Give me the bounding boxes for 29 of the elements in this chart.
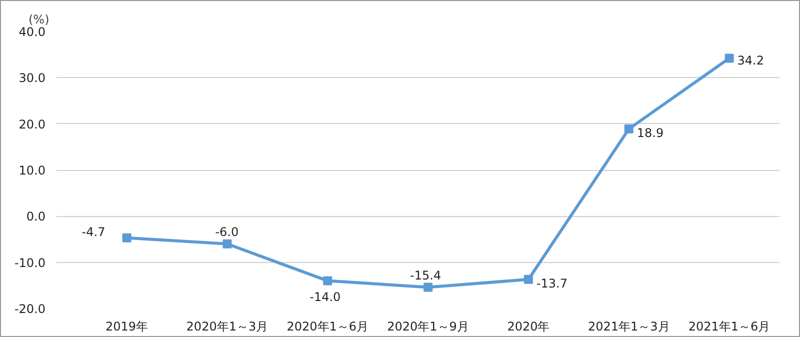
point bbox=[424, 282, 433, 292]
point bbox=[624, 124, 634, 134]
y-tick-label: 0.0 bbox=[26, 210, 46, 224]
x-tick-label: 2020年1～6月 bbox=[286, 320, 369, 334]
point bbox=[122, 233, 132, 242]
data-label: -4.7 bbox=[82, 224, 106, 239]
data-label: -15.4 bbox=[410, 268, 442, 282]
point bbox=[524, 274, 533, 284]
data-label: -13.7 bbox=[536, 276, 568, 290]
point bbox=[222, 239, 232, 248]
data-label: 18.9 bbox=[636, 126, 664, 140]
x-tick-label: 2020年 bbox=[507, 320, 550, 334]
data-label: -14.0 bbox=[310, 290, 341, 304]
x-tick-label: 2020年1～3月 bbox=[186, 320, 268, 334]
y-tick-label: 10.0 bbox=[18, 164, 46, 178]
data-label: -6.0 bbox=[215, 224, 239, 239]
y-axis-title: (%) bbox=[28, 12, 50, 26]
x-tick-label: 2019年 bbox=[106, 320, 148, 334]
y-tick-label: -20.0 bbox=[14, 302, 46, 316]
point bbox=[323, 276, 332, 286]
y-tick-label: 20.0 bbox=[18, 117, 46, 132]
x-tick-label: 2021年1～6月 bbox=[688, 320, 770, 334]
point bbox=[724, 54, 734, 63]
x-tick-label: 2021年1～3月 bbox=[588, 320, 670, 334]
x-tick-label: 2020年1～9月 bbox=[387, 320, 469, 334]
data-label: 34.2 bbox=[737, 53, 764, 68]
y-tick-label: 30.0 bbox=[18, 71, 46, 86]
y-tick-label: 40.0 bbox=[18, 25, 46, 39]
y-tick-label: -10.0 bbox=[14, 256, 46, 270]
